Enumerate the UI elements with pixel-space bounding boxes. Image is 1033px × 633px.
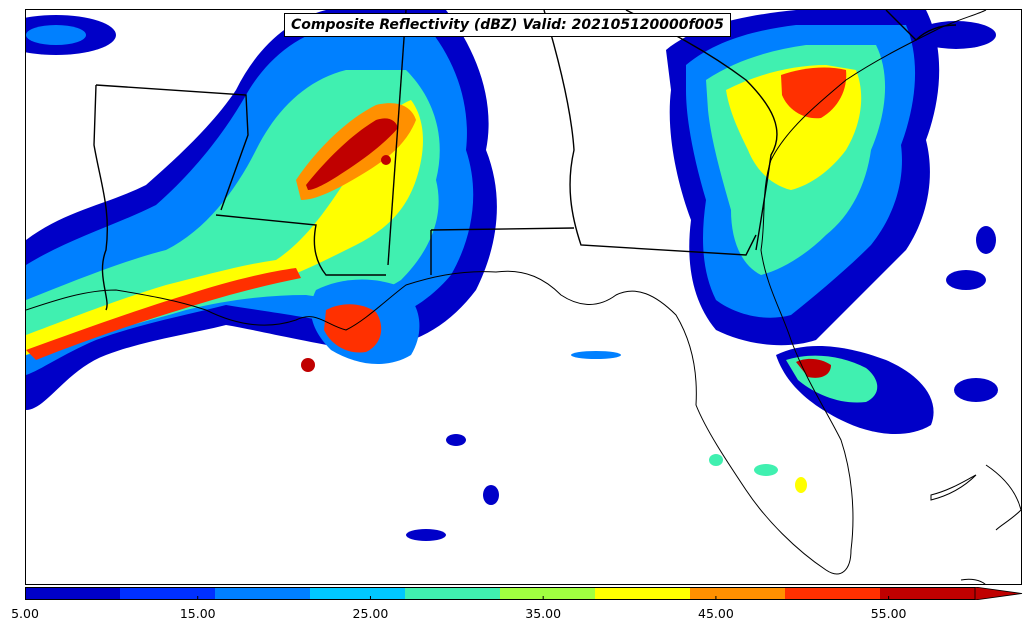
- echo-cell: [483, 485, 499, 505]
- colorbar: [25, 587, 1023, 600]
- border-line: [543, 10, 757, 256]
- echo-cell: [446, 434, 466, 446]
- echo-cell: [946, 270, 986, 290]
- colorbar-tick-label: 35.00: [525, 606, 562, 621]
- colorbar-tick-label: 5.00: [11, 606, 39, 621]
- coastline: [26, 10, 1021, 584]
- echo-north-core-red: [306, 118, 398, 190]
- colorbar-segment: [595, 587, 691, 600]
- border-line: [387, 10, 407, 266]
- colorbar-segment: [500, 587, 596, 600]
- colorbar-tick-label: 45.00: [698, 606, 734, 621]
- colorbar-segment: [785, 587, 881, 600]
- echo-west-band-l5: [26, 268, 301, 360]
- echo-cell: [301, 358, 315, 372]
- reflectivity-map: [26, 10, 1021, 584]
- colorbar-extend-arrow: [974, 587, 1023, 600]
- echo-cell: [406, 529, 446, 541]
- border-line: [430, 227, 575, 231]
- echo-cell: [709, 454, 723, 466]
- echo-florida-east-l3: [796, 358, 831, 378]
- colorbar-tick-label: 15.00: [179, 606, 216, 621]
- map-panel: [25, 9, 1022, 585]
- reflectivity-field: [26, 10, 998, 541]
- echo-cell: [954, 378, 998, 402]
- echo-east-complex-l5: [781, 67, 847, 119]
- border-line: [215, 214, 386, 276]
- colorbar-segment: [310, 587, 406, 600]
- coast-line: [26, 10, 987, 575]
- colorbar-tick-label: 55.00: [870, 606, 907, 621]
- coast-line: [985, 464, 1021, 531]
- coast-line: [930, 474, 977, 501]
- echo-cell: [381, 155, 391, 165]
- echo-cell: [795, 477, 807, 493]
- border-line: [95, 84, 249, 211]
- map-title: Composite Reflectivity (dBZ) Valid: 2021…: [284, 13, 731, 37]
- echo-cell: [26, 25, 86, 45]
- coast-line: [960, 578, 986, 584]
- echo-cell: [976, 226, 996, 254]
- colorbar-segment: [25, 587, 121, 600]
- border-line: [93, 84, 109, 311]
- colorbar-segment: [405, 587, 501, 600]
- colorbar-segment: [880, 587, 976, 600]
- echo-cell: [571, 351, 621, 359]
- colorbar-segment: [215, 587, 311, 600]
- colorbar-segment: [690, 587, 786, 600]
- colorbar-tick-label: 25.00: [352, 606, 389, 621]
- echo-cell: [754, 464, 778, 476]
- colorbar-segment: [120, 587, 216, 600]
